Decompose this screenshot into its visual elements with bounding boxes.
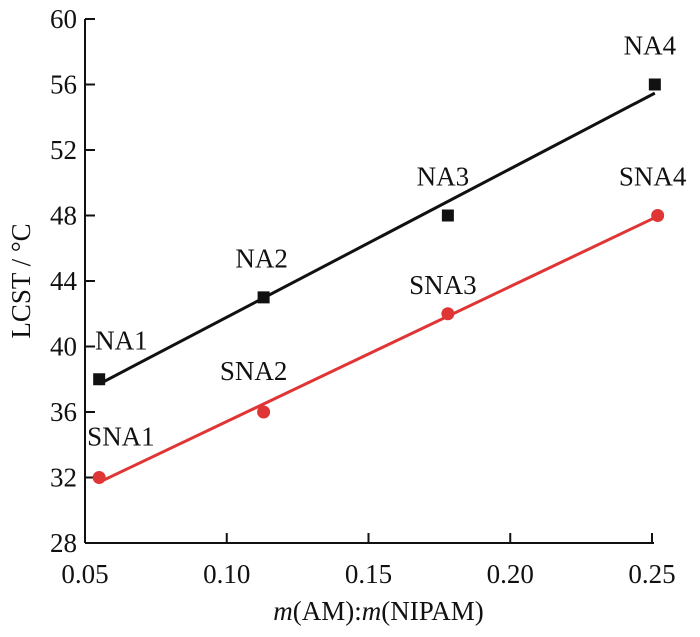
x-tick-label: 0.05 <box>61 559 108 589</box>
point-label: NA3 <box>417 162 470 192</box>
y-tick-label: 48 <box>50 201 77 231</box>
data-point-circle <box>441 307 455 321</box>
point-label: NA2 <box>235 243 288 273</box>
x-tick-label: 0.10 <box>203 559 250 589</box>
data-point-circle <box>92 471 106 484</box>
y-tick-label: 52 <box>50 135 77 165</box>
fit-line-2 <box>98 214 659 484</box>
data-point-square <box>648 78 661 91</box>
data-point-circle <box>651 209 665 222</box>
x-tick-label: 0.20 <box>487 559 534 589</box>
y-axis-label: LCST / °C <box>6 223 36 338</box>
x-axis-label-part: m <box>273 596 293 626</box>
point-label: SNA4 <box>619 162 687 192</box>
data-point-circle <box>257 405 271 419</box>
point-label: NA1 <box>95 325 148 355</box>
point-label: SNA2 <box>220 356 288 386</box>
point-label: NA4 <box>624 31 677 61</box>
x-axis-label-part: (NIPAM) <box>381 596 484 626</box>
data-point-square <box>441 209 454 222</box>
data-point-square <box>93 373 106 386</box>
point-label: SNA1 <box>87 422 155 452</box>
y-tick-label: 56 <box>50 70 77 100</box>
x-tick-label: 0.25 <box>628 559 675 589</box>
y-tick-label: 32 <box>50 463 77 493</box>
x-tick-label: 0.15 <box>345 559 392 589</box>
y-tick-label: 36 <box>50 397 77 427</box>
y-tick-label: 60 <box>50 4 77 34</box>
x-axis-label-part: (AM): <box>293 596 362 626</box>
y-tick-label: 28 <box>50 528 77 558</box>
fit-line-1 <box>98 91 656 386</box>
data-point-square <box>257 291 270 304</box>
x-axis-label-part: m <box>362 596 382 626</box>
y-tick-label: 40 <box>50 332 77 362</box>
point-label: SNA3 <box>409 270 477 300</box>
y-tick-label: 44 <box>50 266 78 296</box>
x-axis-label: m(AM):m(NIPAM) <box>273 596 484 626</box>
